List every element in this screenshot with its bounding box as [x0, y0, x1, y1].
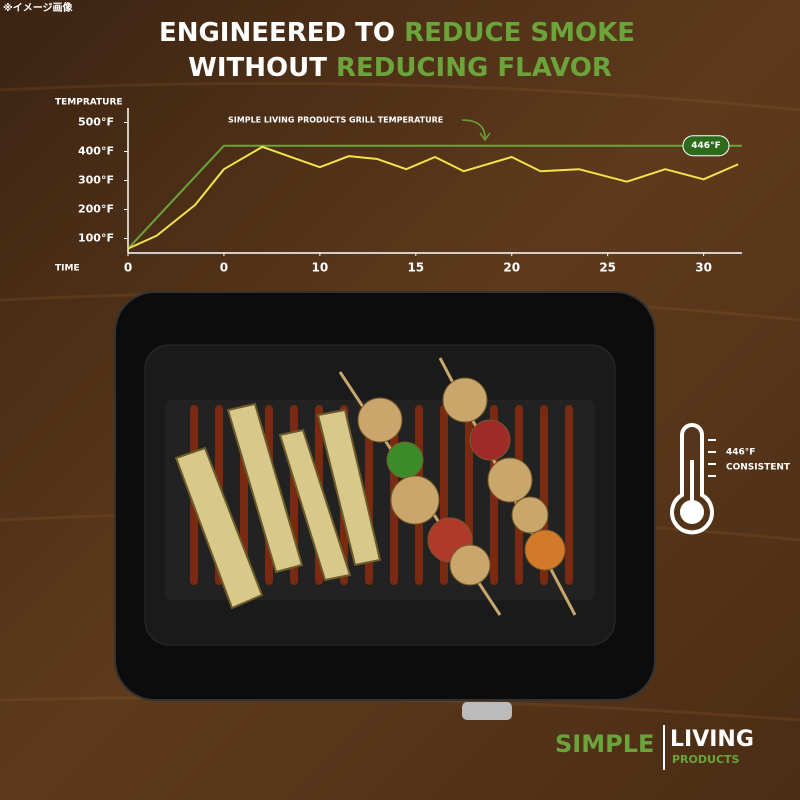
y-tick-label: 100°F [78, 232, 114, 245]
grill [114, 291, 656, 720]
x-tick-label: 20 [503, 261, 520, 275]
y-tick-label: 200°F [78, 203, 114, 216]
x-tick-label: 0 [124, 261, 132, 275]
headline-line1: ENGINEERED TO REDUCE SMOKE [159, 18, 635, 48]
badge-bg [682, 135, 730, 157]
y-tick-label: 400°F [78, 145, 114, 158]
line-series [127, 144, 742, 250]
brand-living: LIVING [670, 727, 754, 752]
note-label: ※イメージ画像 [3, 1, 74, 14]
badge: 446°F [691, 141, 720, 151]
thermometer-caption: CONSISTENT [726, 463, 791, 473]
x-tick-label: 0 [220, 261, 228, 275]
chart: TEMPRATURE TIME 100°F 200°F 300°F 400°F 500°F 0… [55, 98, 742, 275]
y-tick-label: 500°F [78, 116, 114, 129]
line-series [127, 145, 739, 250]
annotation: SIMPLE LIVING PRODUCTS GRILL TEMPERATURE [228, 116, 443, 125]
x-tick-label: 10 [312, 261, 329, 275]
brand-products: PRODUCTS [672, 753, 740, 766]
x-tick-label: 15 [407, 261, 424, 275]
y-tick-label: 300°F [78, 174, 114, 187]
thermometer-icon [670, 423, 716, 535]
y-axis-label: TEMPRATURE [55, 98, 123, 108]
x-tick-label: 25 [599, 261, 616, 275]
headline-line2: WITHOUT REDUCING FLAVOR [188, 53, 612, 83]
x-tick-label: 30 [695, 261, 712, 275]
x-axis-label: TIME [55, 264, 80, 274]
annotation-arrow [461, 119, 491, 142]
thermometer-temp: 446°F [726, 448, 755, 458]
brand-simple: SIMPLE [555, 730, 654, 758]
